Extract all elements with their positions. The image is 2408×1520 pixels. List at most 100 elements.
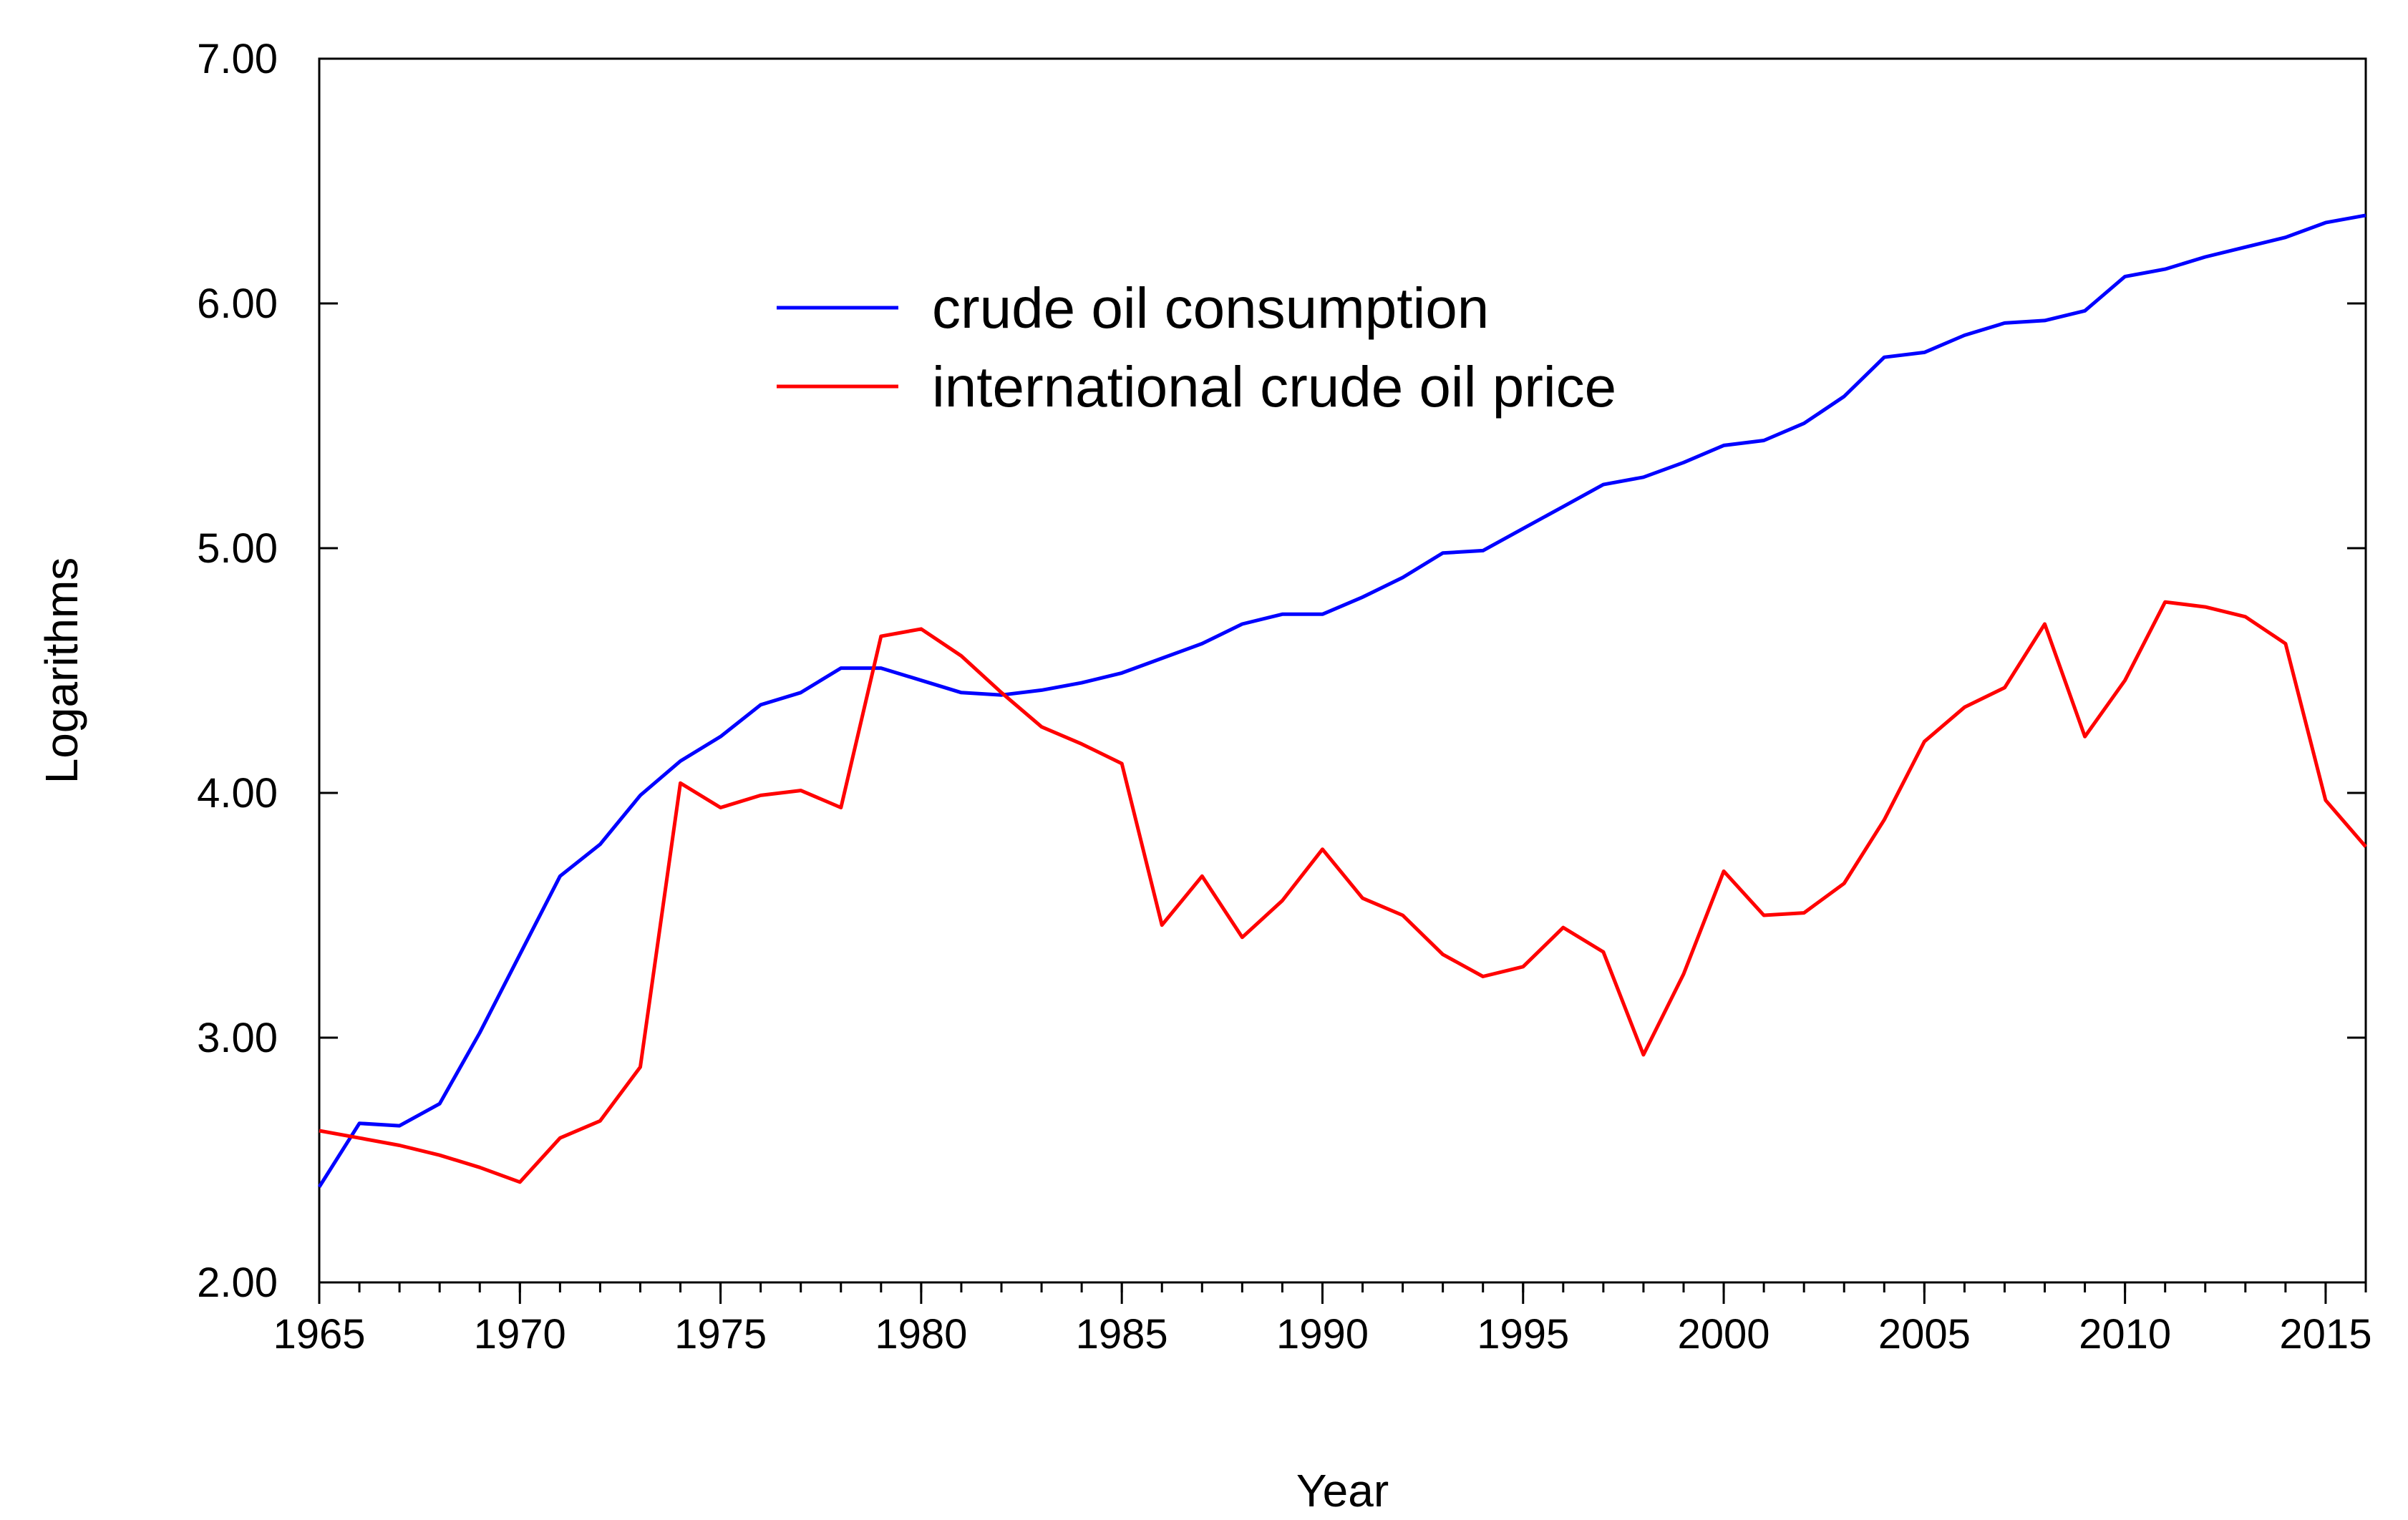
- x-tick-label: 2005: [1878, 1311, 1971, 1358]
- x-tick-label: 1995: [1477, 1311, 1569, 1358]
- series-layer: [316, 213, 2369, 1190]
- series-line-international-crude-oil-price: [319, 600, 2367, 1184]
- x-axis-title: Year: [1296, 1465, 1389, 1516]
- x-tick-label: 1980: [875, 1311, 967, 1358]
- data-point: [2323, 220, 2329, 225]
- data-point: [2162, 266, 2168, 272]
- series-line-crude-oil-consumption: [317, 213, 2366, 1188]
- data-point: [1440, 550, 1446, 556]
- data-point: [918, 678, 924, 683]
- data-point: [2363, 213, 2369, 218]
- data-point: [517, 952, 523, 958]
- data-point: [1721, 868, 1727, 874]
- data-point: [1841, 881, 1847, 887]
- data-point: [1239, 935, 1245, 940]
- data-point: [1159, 656, 1165, 661]
- data-point: [517, 1179, 523, 1185]
- data-point: [2042, 318, 2048, 323]
- data-point: [557, 873, 563, 879]
- legend: crude oil consumption international crude…: [777, 276, 1616, 419]
- data-point: [1560, 925, 1566, 930]
- data-point: [718, 734, 724, 739]
- plot-frame: [318, 57, 2367, 1284]
- y-tick-label: 2.00: [197, 1260, 278, 1306]
- plot-area: [318, 57, 2367, 1284]
- data-point: [838, 666, 844, 671]
- data-point: [1199, 873, 1205, 879]
- data-point: [1440, 952, 1446, 958]
- data-point: [1681, 459, 1686, 465]
- x-axis: 1965 1970 1975 1980 1985 1990 1995 2000 2005 2010…: [273, 1282, 2371, 1358]
- y-tick-label: 6.00: [197, 281, 278, 327]
- data-point: [1721, 442, 1727, 448]
- data-point: [798, 788, 804, 794]
- x-tick-label: 1970: [474, 1311, 566, 1358]
- data-point: [2082, 308, 2088, 313]
- data-point: [1360, 895, 1366, 901]
- x-tick-label: 2010: [2079, 1311, 2171, 1358]
- data-point: [2082, 734, 2088, 739]
- data-point: [1279, 611, 1285, 617]
- data-point: [1961, 332, 1967, 338]
- data-point: [1761, 438, 1767, 444]
- data-point: [1119, 670, 1125, 676]
- data-point: [1199, 640, 1205, 646]
- x-tick-label: 1965: [273, 1311, 365, 1358]
- data-point: [798, 690, 804, 696]
- data-point: [1841, 394, 1847, 399]
- data-point: [878, 633, 884, 639]
- data-point: [1319, 611, 1325, 617]
- data-point: [316, 1184, 322, 1190]
- data-point: [1961, 704, 1967, 710]
- data-point: [1601, 949, 1606, 955]
- data-point: [557, 1135, 563, 1141]
- data-point: [838, 805, 844, 811]
- data-point: [477, 1164, 482, 1170]
- data-point: [397, 1142, 402, 1148]
- data-point: [437, 1101, 442, 1106]
- data-point: [1400, 575, 1406, 580]
- data-point: [1881, 817, 1887, 823]
- data-point: [2001, 320, 2007, 326]
- data-point: [1480, 547, 1486, 553]
- data-point: [918, 626, 924, 632]
- data-point: [1400, 912, 1406, 918]
- data-point: [2122, 678, 2128, 683]
- data-point: [1119, 761, 1125, 766]
- x-tick-label: 1985: [1076, 1311, 1168, 1358]
- data-point: [597, 1118, 603, 1124]
- data-point: [1079, 680, 1084, 686]
- data-point: [1319, 847, 1325, 852]
- data-point: [2243, 614, 2248, 620]
- data-point: [1039, 724, 1044, 730]
- x-tick-label: 2015: [2279, 1311, 2371, 1358]
- data-point: [1520, 526, 1526, 532]
- data-point: [2243, 244, 2248, 250]
- data-point: [1560, 504, 1566, 510]
- data-point: [2363, 844, 2369, 849]
- data-point: [2042, 621, 2048, 627]
- y-axis-title: Logarithms: [36, 557, 87, 784]
- data-point: [2203, 604, 2208, 610]
- data-point: [758, 792, 764, 798]
- data-point: [878, 666, 884, 671]
- data-point: [1480, 974, 1486, 980]
- data-point: [1159, 922, 1165, 928]
- data-point: [958, 653, 964, 658]
- data-point: [1279, 897, 1285, 903]
- data-point: [2283, 640, 2288, 646]
- data-point: [2001, 685, 2007, 691]
- data-point: [1801, 421, 1807, 427]
- x-tick-label: 2000: [1678, 1311, 1770, 1358]
- y-axis: 2.00 3.00 4.00 5.00 6.00 7.00: [197, 36, 2366, 1306]
- data-point: [437, 1152, 442, 1158]
- y-tick-label: 4.00: [197, 770, 278, 817]
- data-point: [1641, 474, 1646, 480]
- data-point: [718, 805, 724, 811]
- data-point: [2203, 254, 2208, 260]
- data-point: [637, 792, 643, 798]
- data-point: [1360, 594, 1366, 600]
- data-point: [477, 1030, 482, 1036]
- data-point: [1801, 910, 1807, 916]
- data-point: [1641, 1052, 1646, 1058]
